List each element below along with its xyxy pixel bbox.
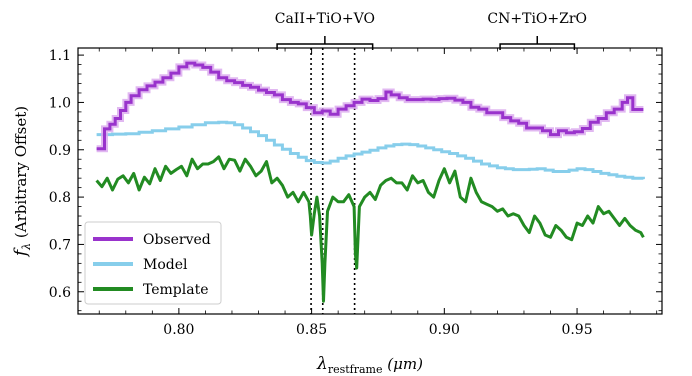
- series-layer: [95, 59, 645, 303]
- x-axis-label: λrestframe (μm): [316, 354, 423, 376]
- x-tick-label: 0.80: [163, 322, 194, 338]
- legend-entry-label: Template: [143, 282, 209, 298]
- y-tick-label: 0.6: [49, 285, 71, 301]
- feature-bracket: [276, 43, 374, 50]
- y-tick-label: 1.1: [49, 48, 71, 64]
- legend-box: [84, 221, 222, 305]
- axis-ticks: 0.80 0.85 0.90 0.95 0.6 0.7 0.8 0.9 1.0 1.1: [49, 48, 662, 338]
- y-tick-label: 1.0: [49, 95, 71, 111]
- series-model-line: [96, 120, 645, 180]
- plot-area-frame: [77, 47, 663, 315]
- series-observed-line: [96, 61, 644, 151]
- y-tick-label: 0.7: [49, 237, 71, 253]
- legend: Observed Model Template: [84, 221, 222, 305]
- y-tick-label: 0.8: [49, 190, 71, 206]
- feature-label: CaII+TiO+VO: [275, 11, 375, 27]
- x-tick-label: 0.90: [429, 322, 460, 338]
- feature-label: CN+TiO+ZrO: [487, 11, 587, 27]
- y-tick-label: 0.9: [49, 143, 71, 159]
- x-tick-label: 0.95: [561, 322, 592, 338]
- x-tick-label: 0.85: [296, 322, 327, 338]
- legend-entry-label: Model: [143, 257, 188, 273]
- feature-bracket: [499, 43, 576, 50]
- legend-entry-label: Observed: [143, 232, 211, 248]
- series-observed-error-band: [96, 59, 644, 153]
- y-axis-label: fλ (Arbitrary Offset): [11, 106, 33, 258]
- series-template-line: [95, 155, 645, 303]
